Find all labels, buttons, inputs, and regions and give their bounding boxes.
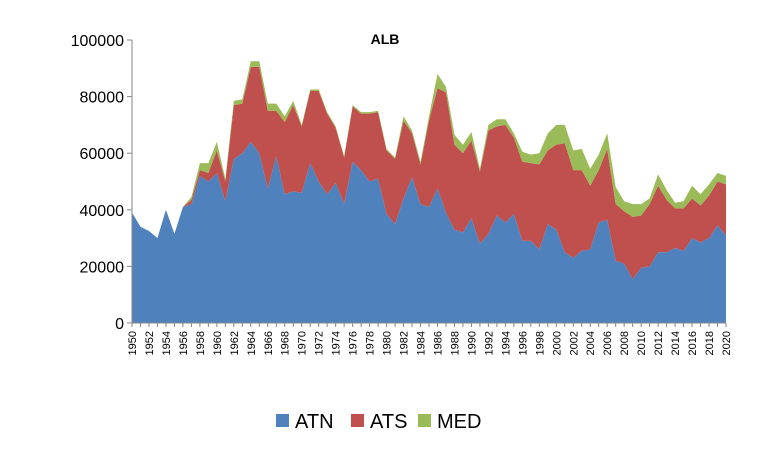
y-tick-label: 20000	[80, 259, 125, 276]
x-tick-label: 1964	[246, 331, 258, 355]
x-tick-label: 2010	[636, 331, 648, 355]
x-tick-label: 2006	[602, 331, 614, 355]
x-tick-label: 1966	[263, 331, 275, 355]
x-tick-label: 2008	[619, 331, 631, 355]
legend-swatch-med	[418, 414, 431, 427]
x-tick-label: 2014	[670, 331, 682, 355]
x-tick-label: 1996	[517, 331, 529, 355]
x-tick-label: 1968	[280, 331, 292, 355]
x-tick-label: 1976	[348, 331, 360, 355]
y-axis-ticks: 0 20000 40000 60000 80000 100000	[71, 33, 132, 333]
x-tick-label: 1980	[382, 331, 394, 355]
y-tick-label: 60000	[80, 146, 125, 163]
legend-label-med: MED	[437, 411, 481, 433]
y-tick-label: 40000	[80, 203, 125, 220]
x-tick-label: 2018	[704, 331, 716, 355]
x-tick-label: 1998	[534, 331, 546, 355]
x-tick-label: 2002	[568, 331, 580, 355]
x-tick-label: 2016	[687, 331, 699, 355]
x-tick-label: 2012	[653, 331, 665, 355]
x-tick-label: 1990	[466, 331, 478, 355]
chart-title: ALB	[371, 31, 400, 47]
x-tick-label: 1984	[416, 331, 428, 355]
x-tick-label: 2020	[721, 331, 733, 355]
y-tick-label: 100000	[71, 33, 124, 50]
area-series-atn	[132, 141, 726, 323]
legend-swatch-ats	[351, 414, 364, 427]
x-tick-label: 1952	[144, 331, 156, 355]
x-tick-label: 1956	[178, 331, 190, 355]
x-tick-label: 1992	[483, 331, 495, 355]
x-tick-label: 1978	[365, 331, 377, 355]
x-tick-label: 1950	[127, 331, 139, 355]
legend-label-ats: ATS	[370, 411, 407, 433]
x-tick-label: 2000	[551, 331, 563, 355]
x-tick-label: 1986	[432, 331, 444, 355]
y-tick-label: 0	[115, 316, 124, 333]
x-axis-ticks: 1950 1952 1954 1956 1958 1960 1962 1964 1966 1968…	[127, 323, 733, 355]
x-tick-label: 1970	[297, 331, 309, 355]
x-tick-label: 1988	[449, 331, 461, 355]
legend-swatch-atn	[276, 414, 289, 427]
x-tick-label: 1962	[229, 331, 241, 355]
x-tick-label: 1958	[195, 331, 207, 355]
plot-areas	[132, 61, 726, 323]
x-tick-label: 1974	[331, 331, 343, 355]
x-tick-label: 2004	[585, 331, 597, 355]
legend-label-atn: ATN	[295, 411, 334, 433]
x-tick-label: 1982	[399, 331, 411, 355]
y-tick-label: 80000	[80, 90, 125, 107]
x-tick-label: 1972	[314, 331, 326, 355]
x-tick-label: 1960	[212, 331, 224, 355]
x-tick-label: 1954	[161, 331, 173, 355]
legend: ATN ATS MED	[276, 411, 481, 433]
area-series-ats	[132, 66, 726, 280]
x-tick-label: 1994	[500, 331, 512, 355]
